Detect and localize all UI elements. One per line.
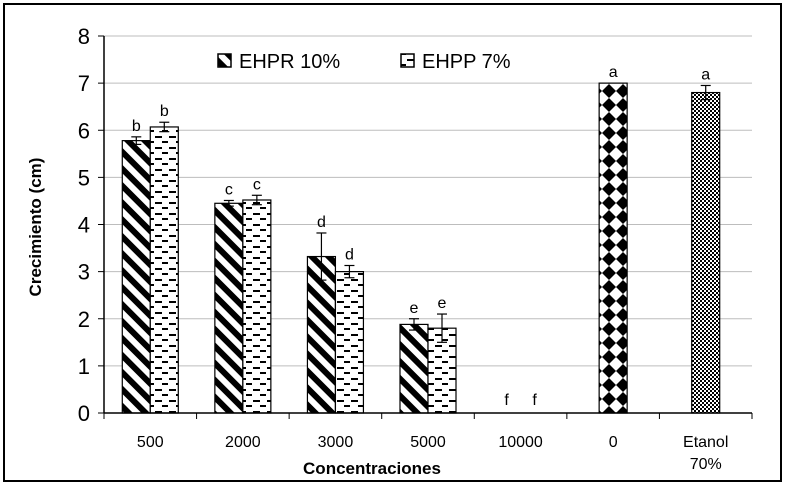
x-tick-label: 10000 — [498, 434, 543, 451]
tick-labels: 0 1 2 3 4 5 6 7 8 b b 500 c c 2000 d d 3000 e e 5000 f f 10000 a… — [78, 24, 729, 473]
x-tick-label: 70% — [690, 456, 722, 473]
significance-label: d — [317, 214, 326, 231]
y-tick-label: 1 — [78, 354, 90, 379]
y-tick-label: 7 — [78, 71, 90, 96]
significance-label: d — [345, 246, 354, 263]
legend-label-ehpr: EHPR 10% — [239, 51, 340, 73]
bar — [598, 82, 628, 414]
x-tick-label: 5000 — [410, 434, 446, 451]
significance-label: b — [132, 118, 141, 135]
x-tick-label: 2000 — [225, 434, 261, 451]
y-tick-label: 4 — [78, 213, 90, 238]
y-tick-label: 5 — [78, 165, 90, 190]
x-tick-label: 3000 — [318, 434, 354, 451]
gridlines — [104, 35, 752, 367]
bars — [121, 82, 721, 414]
axes — [98, 35, 753, 419]
significance-label: b — [160, 103, 169, 120]
y-tick-label: 0 — [78, 401, 90, 426]
significance-label: f — [532, 392, 537, 409]
bar — [149, 126, 179, 414]
significance-label: a — [701, 66, 710, 83]
bar — [121, 140, 151, 414]
y-axis-title: Crecimiento (cm) — [26, 158, 45, 297]
bar — [306, 255, 337, 414]
bar — [242, 199, 272, 414]
bar — [691, 91, 721, 414]
y-tick-label: 8 — [78, 24, 90, 49]
legend-label-ehpp: EHPP 7% — [422, 51, 511, 73]
significance-label: c — [253, 176, 261, 193]
significance-label: f — [504, 392, 509, 409]
x-tick-label: Etanol — [683, 434, 728, 451]
x-tick-label: 0 — [609, 434, 618, 451]
bar — [214, 202, 244, 414]
significance-label: a — [609, 64, 618, 81]
x-axis-title: Concentraciones — [303, 459, 441, 478]
y-tick-label: 3 — [78, 260, 90, 285]
legend-swatch-ehpr — [217, 53, 232, 68]
legend: EHPR 10% EHPP 7% — [217, 51, 511, 73]
y-tick-label: 2 — [78, 307, 90, 332]
x-tick-label: 500 — [137, 434, 164, 451]
bar — [334, 271, 365, 414]
significance-label: e — [410, 300, 419, 317]
bar — [399, 323, 429, 414]
legend-swatch-ehpp — [400, 53, 415, 68]
significance-label: c — [225, 181, 233, 198]
y-tick-label: 6 — [78, 118, 90, 143]
significance-label: e — [438, 295, 447, 312]
